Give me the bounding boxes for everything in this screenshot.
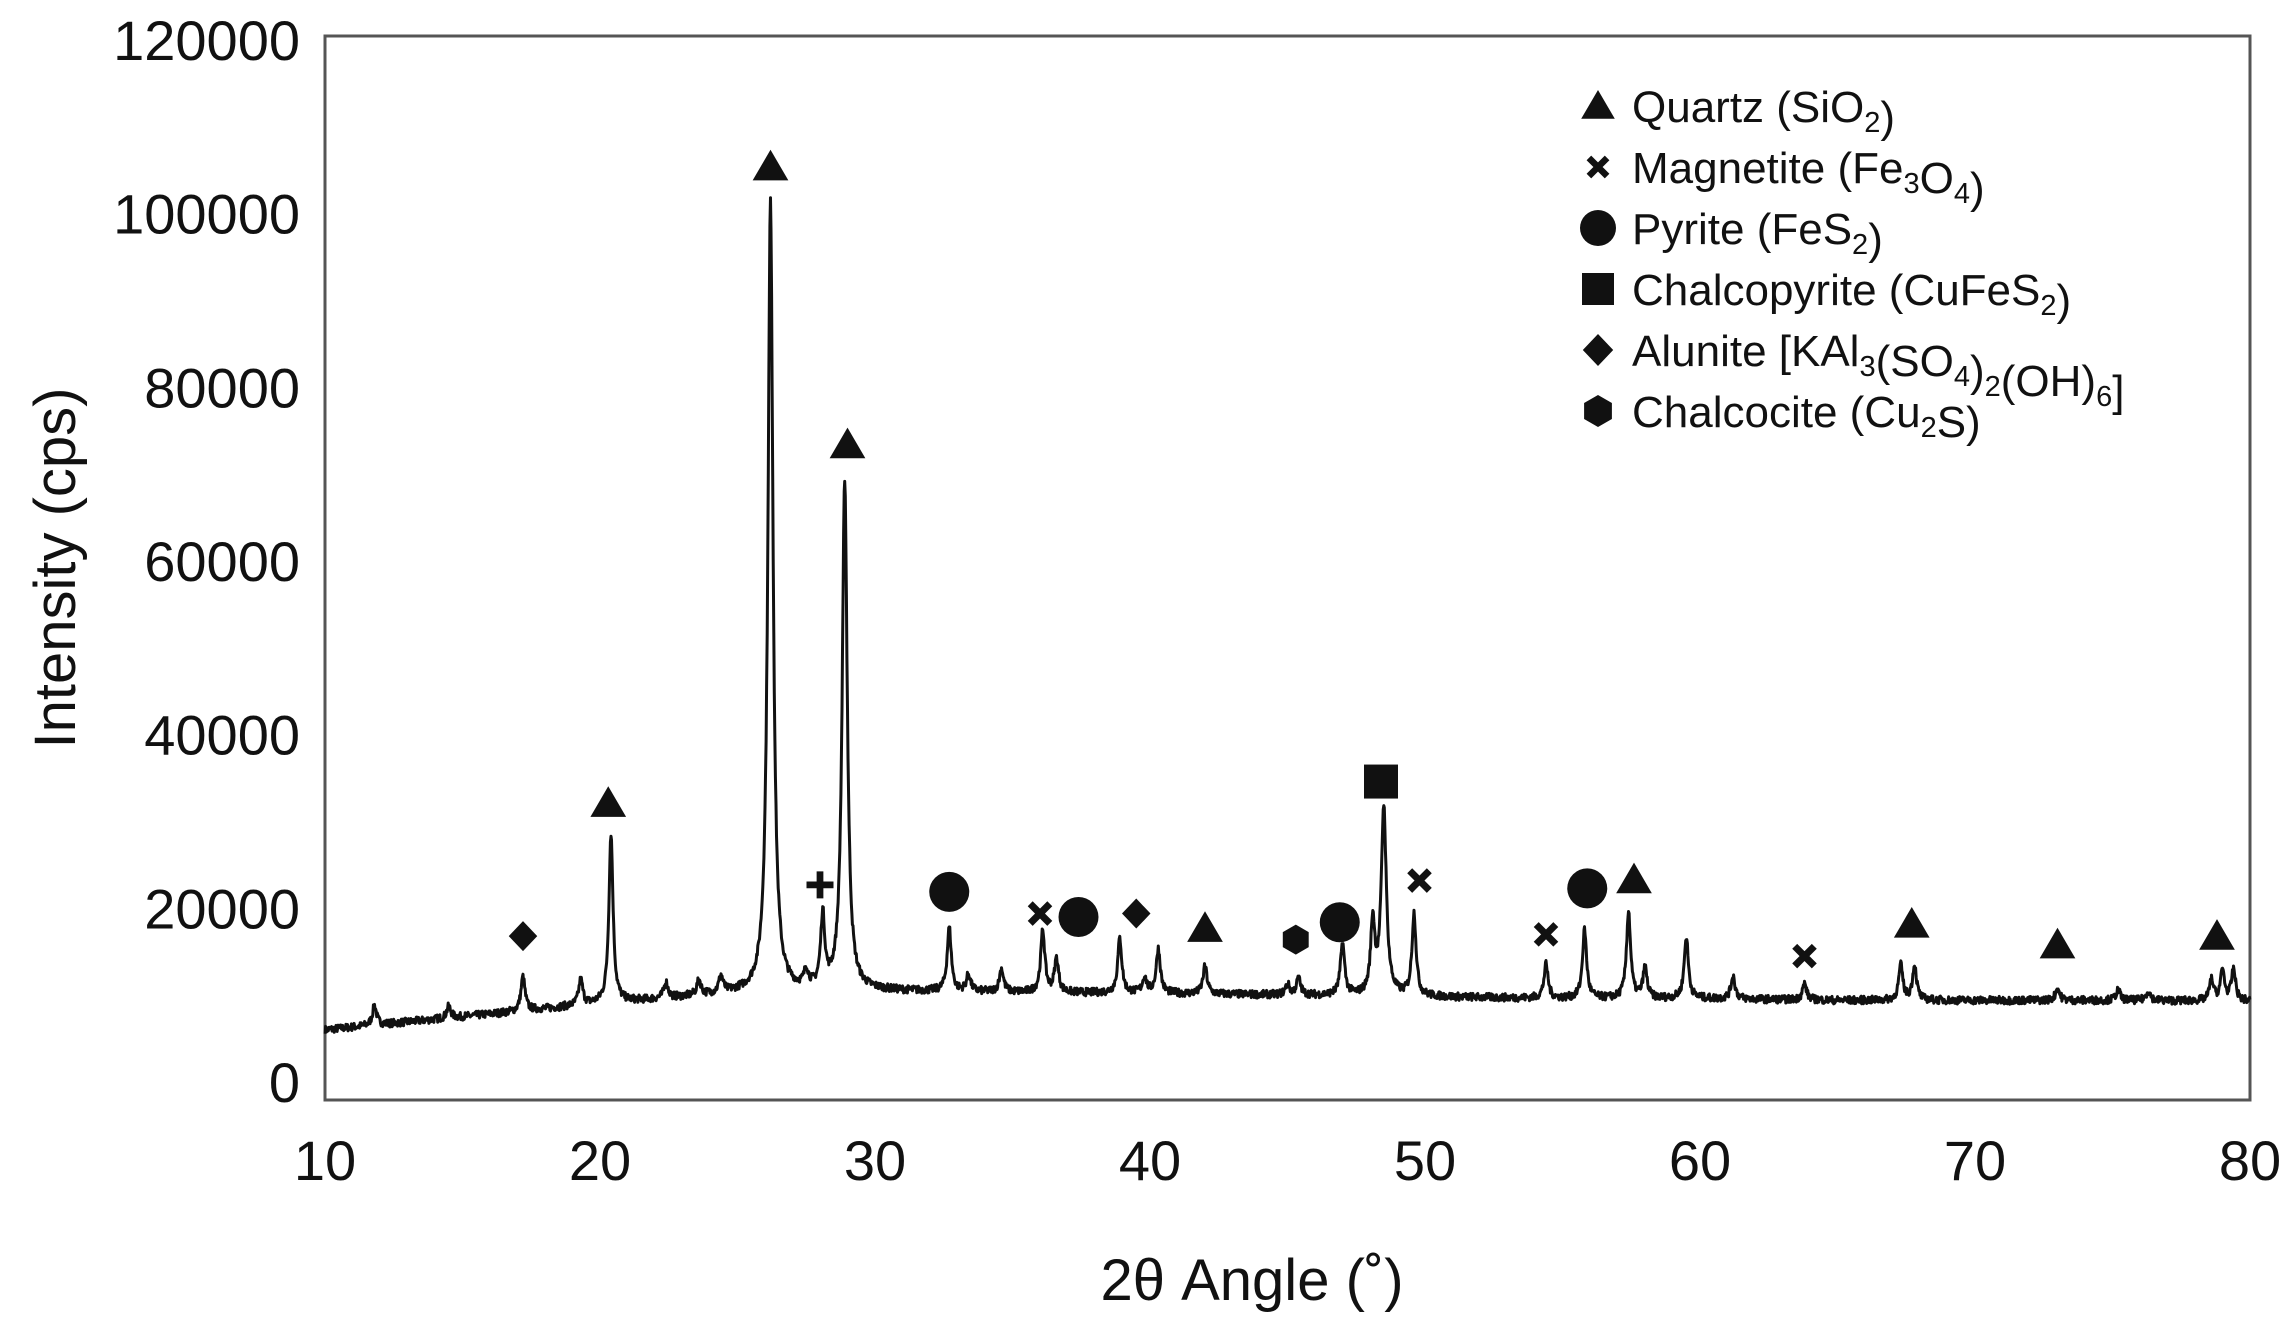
pyrite-peak-marker — [1567, 868, 1608, 909]
x-tick-label-20: 20 — [569, 1129, 631, 1192]
x-axis-ticks: 10 20 30 40 50 60 70 80 — [294, 1129, 2281, 1192]
legend-entry-label: Pyrite (FeS2) — [1632, 205, 1883, 264]
legend-entry-label: Quartz (SiO2) — [1632, 83, 1895, 142]
magnetite-peak-marker — [1407, 868, 1432, 893]
legend-entry-label: Alunite [KAl3(SO4)2(OH)6] — [1632, 327, 2124, 416]
cross-x-icon — [1586, 155, 1610, 179]
quartz-peak-marker — [590, 786, 627, 817]
y-tick-label-20000: 20000 — [144, 877, 300, 940]
x-axis-title: 2θ Angle (˚) — [1100, 1248, 1403, 1313]
quartz-peak-marker — [2039, 927, 2076, 959]
y-axis-title: Intensity (cps) — [23, 388, 88, 749]
x-tick-label-40: 40 — [1119, 1129, 1181, 1192]
magnetite-peak-marker — [1027, 901, 1053, 926]
y-tick-label-0: 0 — [269, 1051, 300, 1114]
phase-markers — [508, 149, 2235, 969]
quartz-peak-marker — [2199, 919, 2235, 950]
hexagon-icon — [1584, 395, 1612, 427]
x-tick-label-50: 50 — [1394, 1129, 1456, 1192]
y-axis-ticks: 0 20000 40000 60000 80000 100000 120000 — [113, 9, 300, 1114]
x-tick-label-60: 60 — [1669, 1129, 1731, 1192]
y-tick-label-60000: 60000 — [144, 530, 300, 593]
unlabeled-cross-peak-marker — [806, 871, 834, 899]
alunite-peak-marker — [1122, 898, 1151, 929]
pyrite-peak-marker — [929, 871, 970, 912]
quartz-peak-marker — [1893, 906, 1930, 938]
y-tick-label-80000: 80000 — [144, 356, 300, 419]
y-tick-label-100000: 100000 — [113, 183, 300, 246]
y-tick-label-40000: 40000 — [144, 704, 300, 767]
xrd-pattern-line — [323, 196, 2252, 1034]
legend-entry-label: Magnetite (Fe3O4) — [1632, 144, 1985, 213]
legend: Quartz (SiO2)Magnetite (Fe3O4)Pyrite (Fe… — [1580, 83, 2124, 447]
x-tick-label-10: 10 — [294, 1129, 356, 1192]
x-tick-label-70: 70 — [1944, 1129, 2006, 1192]
pyrite-peak-marker — [1058, 897, 1099, 938]
pyrite-peak-marker — [1319, 902, 1360, 943]
chalcopyrite-peak-marker — [1364, 764, 1398, 799]
diamond-icon — [1582, 334, 1614, 366]
quartz-peak-marker — [1616, 862, 1652, 894]
triangle-icon — [1581, 90, 1615, 119]
magnetite-peak-marker — [1533, 922, 1559, 947]
x-tick-label-30: 30 — [844, 1129, 906, 1192]
chalcocite-peak-marker — [1282, 924, 1309, 955]
y-tick-label-120000: 120000 — [113, 9, 300, 72]
legend-entry-label: Chalcocite (Cu2S) — [1632, 388, 1981, 447]
quartz-peak-marker — [752, 149, 789, 181]
x-tick-label-80: 80 — [2219, 1129, 2281, 1192]
circle-icon — [1580, 210, 1616, 246]
legend-entry-label: Chalcopyrite (CuFeS2) — [1632, 266, 2071, 325]
quartz-peak-marker — [1187, 911, 1223, 942]
magnetite-peak-marker — [1792, 943, 1817, 969]
plot-frame — [323, 34, 2252, 1102]
quartz-peak-marker — [829, 427, 866, 459]
square-icon — [1582, 273, 1614, 305]
alunite-peak-marker — [508, 921, 538, 952]
